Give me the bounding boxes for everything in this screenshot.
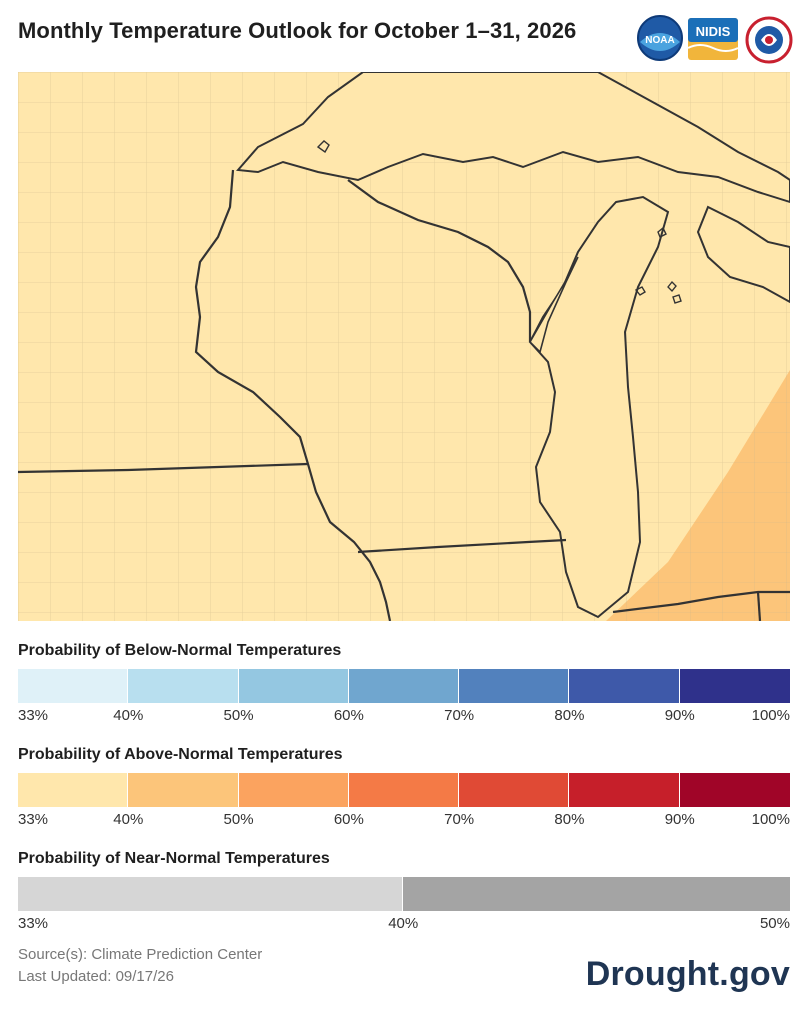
page-title: Monthly Temperature Outlook for October … [18, 18, 577, 43]
legend-tick-label: 90% [664, 811, 695, 828]
legend-tick-label: 50% [223, 811, 254, 828]
below-normal-legend-title: Probability of Below-Normal Temperatures [18, 642, 342, 659]
legend-swatch [459, 669, 570, 703]
legend-tick-label: 50% [759, 915, 790, 932]
legend-swatch [679, 773, 790, 807]
legend-tick-label: 33% [18, 811, 49, 828]
nws-logo-icon [745, 16, 793, 64]
legend-tick-label: 60% [333, 811, 364, 828]
legend-tick-label: 80% [554, 707, 585, 724]
legend-swatch [403, 877, 790, 911]
above-normal-color-bar [18, 773, 790, 807]
drought-gov-brand[interactable]: Drought.gov [585, 955, 790, 993]
legend-tick-label: 80% [554, 811, 585, 828]
noaa-logo-text: NOAA [645, 35, 674, 46]
noaa-logo-icon: NOAA [637, 15, 683, 61]
legend-swatch [18, 773, 129, 807]
legend-tick-label: 100% [751, 811, 790, 828]
legend-swatch [238, 773, 349, 807]
legend-swatch [569, 669, 680, 703]
last-updated: Last Updated: 09/17/26 [18, 968, 174, 985]
legend-swatch [238, 669, 349, 703]
legend-tick-label: 90% [664, 707, 695, 724]
legend-swatch [128, 669, 239, 703]
legend-tick-label: 33% [18, 707, 49, 724]
source-info: Source(s): Climate Prediction Center Las… [18, 944, 262, 988]
agency-logos: NOAA NIDIS [637, 15, 793, 64]
nidis-logo-text: NIDIS [696, 24, 731, 39]
lake-superior [235, 72, 790, 204]
temperature-outlook-map [18, 72, 790, 621]
near-normal-legend-title: Probability of Near-Normal Temperatures [18, 850, 330, 867]
region-map-icon [18, 72, 790, 621]
lake-huron [696, 205, 790, 304]
lake-michigan [528, 195, 670, 619]
legend-swatch [569, 773, 680, 807]
nidis-logo-icon: NIDIS [687, 18, 739, 60]
legend-tick-label: 40% [388, 915, 419, 932]
source-label: Source(s): Climate Prediction Center [18, 946, 263, 963]
legend-tick-label: 40% [113, 811, 144, 828]
below-normal-color-bar [18, 669, 790, 703]
legend-tick-label: 40% [113, 707, 144, 724]
legend-tick-label: 60% [333, 707, 364, 724]
legend-tick-label: 100% [751, 707, 790, 724]
legend-swatch [348, 669, 460, 703]
above-normal-legend-title: Probability of Above-Normal Temperatures [18, 746, 343, 763]
legend-swatch [679, 669, 790, 703]
legend-tick-label: 33% [18, 915, 49, 932]
legend-tick-label: 50% [223, 707, 254, 724]
near-normal-color-bar [18, 877, 790, 911]
legend-tick-label: 70% [444, 811, 475, 828]
legend-tick-label: 70% [444, 707, 475, 724]
state-boundaries [18, 169, 790, 621]
legend-swatch [18, 669, 129, 703]
legend-swatch [459, 773, 570, 807]
legend-swatch [348, 773, 460, 807]
legend-swatch [18, 877, 404, 911]
legend-swatch [128, 773, 239, 807]
